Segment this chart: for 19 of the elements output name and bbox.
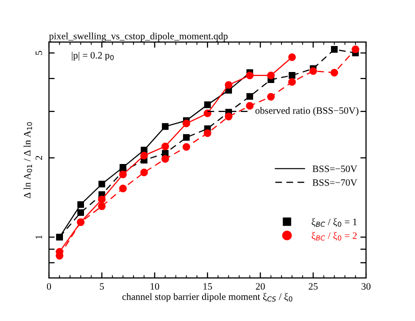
x-tick-label: 0 xyxy=(46,283,52,290)
x-tick-label: 5 xyxy=(100,283,104,290)
legend-label: ξ$_{BC}$ / ξ$_{0}$ = 1 xyxy=(312,218,357,227)
chart-title: pixel_swelling_vs_cstop_dipole_moment.qdp xyxy=(49,32,228,42)
x-tick-label: 10 xyxy=(150,283,160,290)
legend-label: ξ$_{BC}$ / ξ$_{0}$ = 2 xyxy=(312,232,357,241)
x-tick-label: 30 xyxy=(362,283,371,290)
x-tick-label: 20 xyxy=(256,283,265,290)
x-axis-title: channel stop barrier dipole moment ξ$_{CS}$ / ξ$_{0}$ xyxy=(122,293,292,302)
annotation: |p| = 0.2 p$_{0}$ xyxy=(72,52,114,61)
legend-label: BSS=−70V xyxy=(312,179,358,186)
y-tick-label: 5 xyxy=(36,50,42,55)
x-tick-label: 15 xyxy=(203,283,212,290)
annotation: BSS=−50V xyxy=(312,166,358,172)
y-axis-title: Δ ln A$_{01}$ / Δ ln A$_{10}$ xyxy=(24,122,32,198)
x-tick-label: 25 xyxy=(308,283,318,290)
y-tick-label: 1 xyxy=(36,235,42,239)
y-tick-label: 2 xyxy=(36,156,42,160)
ref-line-label: observed ratio (BSS−50V) xyxy=(255,107,358,116)
